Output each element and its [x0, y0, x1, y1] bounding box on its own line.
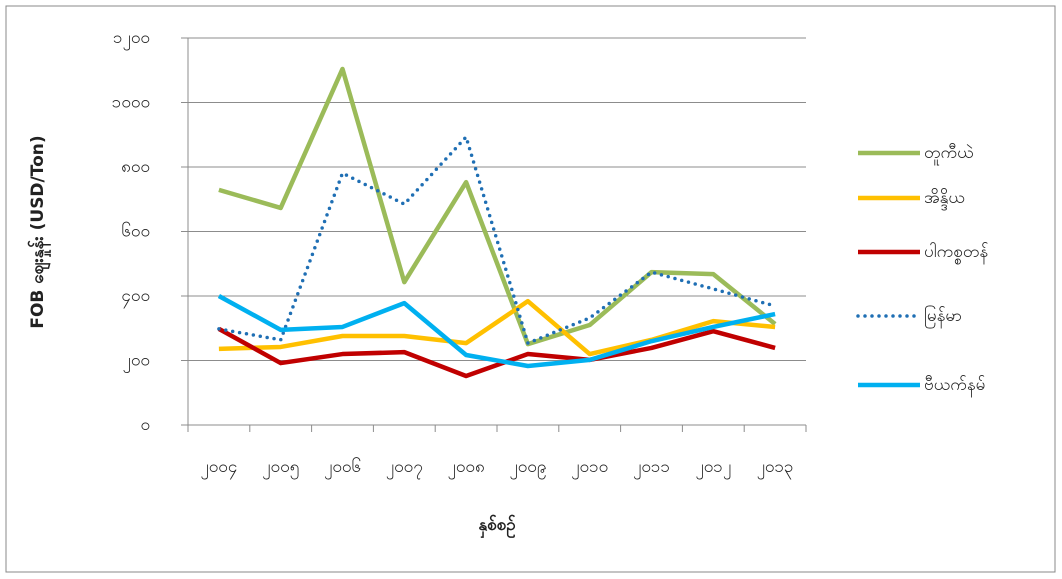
- x-tick-label: ၂၀၀၇: [386, 457, 423, 480]
- x-tick-label: ၂၀၀၉: [509, 457, 546, 480]
- y-tick-label: ၁၀၀၀: [112, 93, 150, 113]
- y-axis-title: FOB ဈေးနှုန်း (USD/Ton): [27, 135, 52, 328]
- y-tick-label: ၂၀၀: [123, 351, 150, 374]
- x-tick-label: ၂၀၀၈: [448, 457, 485, 480]
- x-tick-label: ၂၀၁၁: [633, 457, 670, 480]
- legend-label: အိန္ဒိယ: [924, 188, 965, 211]
- series-line: [218, 66, 777, 347]
- legend-label: ဗီယက်နမ်: [924, 375, 985, 398]
- x-tick-label: ၂၀၀၄: [200, 457, 237, 480]
- series-line: [218, 298, 776, 357]
- legend-label: တူကီယဲ: [924, 143, 974, 166]
- y-tick-label: ၀: [140, 415, 150, 435]
- series-line: [217, 294, 776, 369]
- y-tick-label: ၁၂၀၀: [113, 28, 150, 51]
- x-axis-title: နှစ်စဉ်: [478, 514, 516, 539]
- y-tick-label: ၈၀၀: [121, 157, 150, 177]
- x-tick-label: ၂၀၁၀: [571, 457, 608, 480]
- x-tick-label: ၂၀၁၂: [695, 457, 731, 480]
- y-tick-label: ၆၀၀: [121, 221, 150, 242]
- series-line: [217, 326, 776, 379]
- y-tick-label: ၄၀၀: [121, 286, 150, 309]
- legend-label: ပါကစ္စတန်: [924, 241, 988, 265]
- legend-label: မြန်မာ: [924, 304, 962, 329]
- chart-border: [5, 5, 1056, 573]
- series-line: [217, 135, 777, 345]
- x-tick-label: ၂၀၁၃: [757, 457, 794, 480]
- x-tick-label: ၂၀၀၆: [324, 456, 361, 480]
- x-tick-label: ၂၀၀၅: [262, 457, 299, 480]
